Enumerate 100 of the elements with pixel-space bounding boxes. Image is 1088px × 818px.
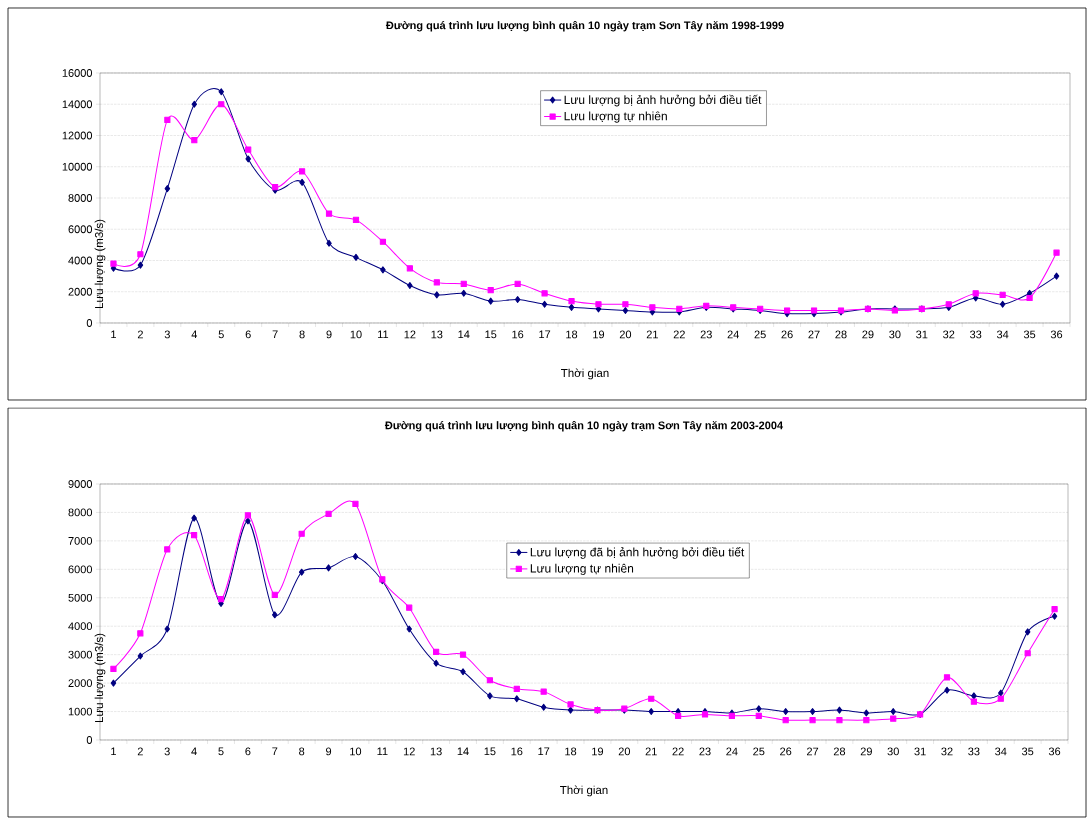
x-tick-label: 26 bbox=[780, 747, 792, 756]
x-tick-label: 3 bbox=[164, 747, 170, 756]
y-tick-label: 12000 bbox=[62, 131, 93, 140]
x-tick-label: 9 bbox=[326, 330, 332, 339]
x-tick-label: 32 bbox=[941, 747, 953, 756]
x-tick-label: 15 bbox=[484, 747, 496, 756]
legend-label: Lưu lượng bị ảnh hưởng bởi điều tiết bbox=[564, 94, 762, 107]
x-tick-label: 20 bbox=[618, 747, 631, 756]
y-tick-label: 14000 bbox=[62, 100, 93, 109]
x-tick-label: 29 bbox=[862, 330, 874, 339]
y-tick-label: 1000 bbox=[68, 707, 93, 716]
legend-label: Lưu lượng tự nhiên bbox=[564, 111, 667, 123]
chart-title: Đường quá trình lưu lượng bình quân 10 ngày trạm Sơn Tây năm 1998-1999 bbox=[385, 20, 784, 32]
y-tick-label: 10000 bbox=[62, 162, 93, 171]
legend-label: Lưu lượng tự nhiên bbox=[530, 563, 634, 576]
x-tick-label: 6 bbox=[245, 330, 251, 339]
x-axis-title: Thời gian bbox=[561, 368, 609, 380]
x-tick-label: 12 bbox=[403, 747, 415, 756]
x-tick-label: 35 bbox=[1021, 747, 1034, 756]
x-tick-label: 8 bbox=[299, 330, 305, 339]
y-tick-label: 5000 bbox=[68, 593, 93, 602]
x-tick-label: 14 bbox=[457, 747, 469, 756]
y-tick-label: 3000 bbox=[68, 650, 93, 659]
x-tick-label: 2 bbox=[137, 330, 143, 339]
x-tick-label: 21 bbox=[645, 747, 657, 756]
x-tick-label: 4 bbox=[191, 747, 197, 756]
x-tick-label: 25 bbox=[754, 330, 766, 339]
x-tick-label: 19 bbox=[593, 330, 605, 339]
x-tick-label: 10 bbox=[350, 330, 362, 339]
x-tick-label: 31 bbox=[914, 747, 926, 756]
x-tick-label: 36 bbox=[1050, 330, 1063, 339]
y-tick-label: 9000 bbox=[68, 480, 93, 488]
x-tick-label: 26 bbox=[781, 330, 793, 339]
x-tick-label: 24 bbox=[727, 330, 739, 339]
y-tick-label: 6000 bbox=[68, 565, 93, 574]
x-tick-label: 36 bbox=[1048, 747, 1061, 756]
x-tick-label: 34 bbox=[996, 330, 1009, 339]
x-tick-label: 12 bbox=[404, 330, 416, 339]
x-tick-label: 27 bbox=[808, 330, 820, 339]
y-tick-label: 8000 bbox=[68, 194, 93, 202]
x-tick-label: 7 bbox=[272, 330, 278, 339]
x-tick-label: 16 bbox=[512, 330, 524, 339]
x-tick-label: 28 bbox=[835, 330, 847, 339]
x-tick-label: 1 bbox=[111, 330, 116, 339]
x-tick-label: 27 bbox=[806, 747, 819, 756]
x-tick-label: 28 bbox=[833, 747, 846, 756]
x-tick-label: 5 bbox=[218, 330, 224, 339]
x-tick-label: 25 bbox=[753, 747, 765, 756]
y-tick-label: 8000 bbox=[68, 508, 93, 517]
x-tick-label: 33 bbox=[970, 330, 982, 339]
x-tick-label: 32 bbox=[943, 330, 955, 339]
x-tick-label: 11 bbox=[377, 747, 388, 756]
y-tick-label: 0 bbox=[86, 736, 93, 744]
x-tick-label: 34 bbox=[995, 747, 1007, 756]
x-tick-label: 18 bbox=[566, 330, 578, 339]
x-tick-label: 23 bbox=[699, 747, 711, 756]
x-tick-label: 7 bbox=[272, 747, 278, 756]
x-tick-label: 17 bbox=[538, 747, 550, 756]
x-tick-label: 31 bbox=[916, 330, 928, 339]
x-tick-label: 35 bbox=[1023, 330, 1036, 339]
y-tick-label: 0 bbox=[86, 319, 93, 327]
x-tick-label: 16 bbox=[511, 747, 523, 756]
x-axis-title: Thời gian bbox=[560, 785, 608, 797]
x-tick-label: 29 bbox=[860, 747, 872, 756]
x-tick-label: 30 bbox=[887, 747, 899, 756]
x-tick-label: 2 bbox=[137, 747, 143, 756]
y-axis-title: Lưu lượng (m3/s) bbox=[94, 633, 106, 723]
y-tick-label: 2000 bbox=[68, 679, 93, 687]
x-tick-label: 10 bbox=[350, 747, 362, 756]
x-tick-label: 19 bbox=[592, 747, 604, 756]
x-tick-label: 22 bbox=[672, 747, 684, 756]
x-tick-label: 14 bbox=[458, 330, 470, 339]
x-tick-label: 18 bbox=[565, 747, 577, 756]
x-tick-label: 8 bbox=[299, 747, 305, 756]
y-tick-label: 7000 bbox=[68, 536, 93, 545]
x-tick-label: 21 bbox=[646, 330, 658, 339]
legend-label: Lưu lượng đã bị ảnh hưởng bởi điều tiết bbox=[530, 547, 745, 559]
y-tick-label: 4000 bbox=[68, 622, 93, 631]
x-tick-label: 23 bbox=[700, 330, 712, 339]
y-tick-label: 2000 bbox=[68, 287, 93, 296]
x-tick-label: 3 bbox=[164, 330, 170, 339]
x-tick-label: 13 bbox=[430, 747, 442, 756]
x-tick-label: 9 bbox=[326, 747, 332, 756]
x-tick-label: 33 bbox=[968, 747, 980, 756]
x-tick-label: 1 bbox=[111, 747, 116, 756]
x-tick-label: 15 bbox=[485, 330, 497, 339]
x-tick-label: 30 bbox=[889, 330, 901, 339]
x-tick-label: 4 bbox=[191, 330, 198, 339]
y-tick-label: 16000 bbox=[62, 69, 93, 77]
x-tick-label: 11 bbox=[378, 330, 389, 339]
x-tick-label: 22 bbox=[673, 330, 685, 339]
x-tick-label: 5 bbox=[218, 747, 224, 756]
y-axis-title: Lưu lượng (m3/s) bbox=[94, 219, 106, 309]
x-tick-label: 24 bbox=[726, 747, 738, 756]
x-tick-label: 20 bbox=[619, 330, 632, 339]
x-tick-label: 17 bbox=[539, 330, 551, 339]
chart-title: Đường quá trình lưu lượng bình quân 10 ngày trạm Sơn Tây năm 2003-2004 bbox=[384, 420, 784, 432]
y-tick-label: 4000 bbox=[68, 256, 93, 265]
y-tick-label: 6000 bbox=[68, 225, 93, 234]
x-tick-label: 6 bbox=[245, 747, 251, 756]
